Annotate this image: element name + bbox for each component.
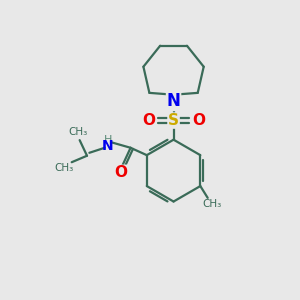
Text: N: N [167,92,181,110]
Text: CH₃: CH₃ [69,127,88,137]
Text: N: N [102,139,113,153]
Text: CH₃: CH₃ [55,163,74,173]
Text: O: O [142,113,155,128]
Text: O: O [192,113,205,128]
Text: O: O [114,165,127,180]
Text: S: S [168,113,179,128]
Text: H: H [103,135,112,145]
Text: CH₃: CH₃ [202,199,221,209]
